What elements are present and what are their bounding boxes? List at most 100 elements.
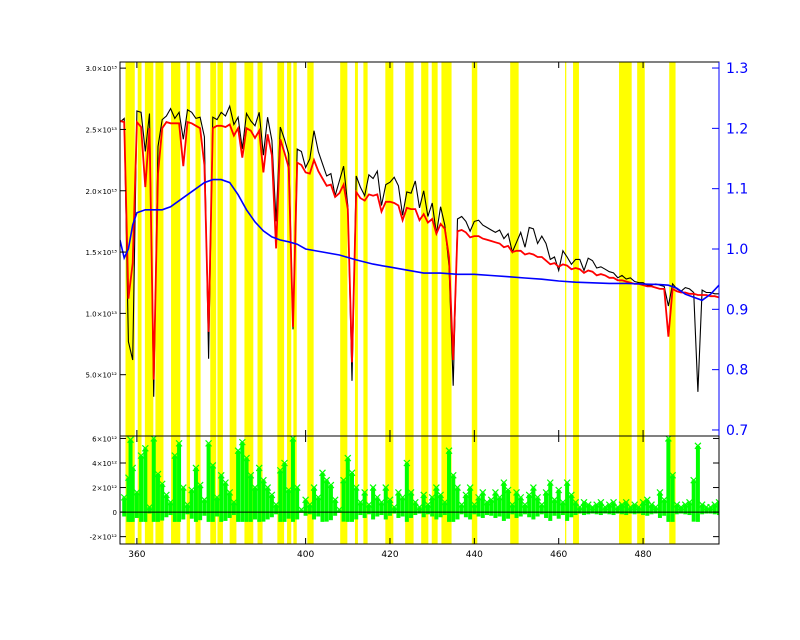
residual-marker-54 [344,454,352,462]
residual-marker-19 [196,481,204,489]
residual-marker-121 [626,503,634,511]
residual-marker-135 [686,498,693,506]
residual-marker-88 [487,496,495,504]
residual-marker-58 [361,489,369,496]
residual-marker-14 [175,439,183,447]
residual-marker-136 [690,476,698,484]
residual-marker-57 [357,498,364,506]
residual-marker-32 [251,484,259,491]
residual-marker-51 [331,496,339,504]
residual-marker-45 [306,501,314,509]
masked-band-6 [195,62,201,436]
residual-masked-band-2 [144,436,154,544]
residual-marker-134 [681,501,689,509]
wavelength-tick-label-0: 360 [128,550,145,560]
masked-band-16 [340,62,348,436]
residual-marker-84 [470,501,478,509]
residual-marker-102 [546,479,554,487]
residual-marker-6 [141,444,149,452]
masked-band-17 [354,62,358,436]
residual-masked-band-27 [573,436,579,544]
ratio-tick-label-4: 1.1 [726,182,748,198]
masked-band-5 [186,62,191,436]
residual-masked-band-21 [421,436,429,544]
residual-marker-76 [437,491,445,499]
residual-tick-label-1: 0 [113,509,117,517]
spectrum-panel: 5.0×10¹² 1.0×10¹³ 1.5×10¹³ 2.0×10¹³ 2.5×10¹³… [85,61,748,439]
residual-marker-91 [500,479,508,487]
residual-marker-26 [226,489,234,496]
residual-marker-71 [416,503,423,511]
residual-marker-73 [424,501,432,509]
residual-marker-140 [707,503,714,511]
residual-marker-63 [382,484,390,491]
residual-marker-67 [399,493,407,501]
residual-marker-36 [268,491,276,499]
residual-marker-62 [378,498,385,506]
masked-band-10 [244,62,254,436]
masked-band-27 [573,62,579,436]
residual-marker-38 [276,466,284,474]
wavelength-tick-label-2: 420 [381,550,398,560]
residual-marker-127 [652,503,660,511]
residual-marker-97 [525,491,533,499]
residual-marker-68 [403,459,411,467]
masked-band-8 [217,62,223,436]
residual-marker-50 [327,481,335,489]
residual-marker-80 [454,484,461,491]
residual-marker-22 [209,462,217,469]
flux-tick-label-2: 1.5×10¹³ [85,249,117,257]
residual-marker-93 [508,501,516,509]
residual-marker-87 [483,498,491,506]
residual-marker-75 [432,484,440,491]
ratio-axis: 0.7 0.8 0.9 1.0 1.1 1.2 1.3 [712,61,748,439]
residual-marker-69 [407,489,415,496]
residual-marker-11 [162,491,170,499]
ratio-tick-label-6: 1.3 [726,61,748,77]
residual-marker-79 [449,471,457,479]
residual-marker-55 [348,469,356,477]
residual-marker-9 [154,470,162,478]
residual-marker-138 [698,501,706,509]
residual-marker-119 [618,501,626,509]
residual-masked-band-29 [637,436,645,544]
residual-masked-band-28 [619,436,632,544]
masked-band-2 [144,62,154,436]
residual-marker-133 [677,503,685,511]
residual-marker-31 [247,471,255,479]
residual-marker-74 [428,493,436,501]
ratio-tick-label-2: 0.9 [726,302,748,318]
residual-marker-21 [205,439,213,447]
residual-marker-129 [660,496,668,504]
residual-marker-77 [441,498,449,506]
masked-band-26 [565,62,567,436]
residual-marker-131 [669,471,677,479]
flux-tick-label-3: 2.0×10¹³ [85,188,117,196]
residual-marker-101 [542,489,550,496]
residuals-panel: 360 400 420 440 460 480 -2×10¹² 0 2×10¹² 4×10¹² 6… [90,435,720,560]
residual-marker-83 [466,484,474,491]
residual-marker-12 [167,498,175,506]
residual-masked-band-9 [229,436,237,544]
residual-marker-82 [462,491,470,499]
residual-marker-104 [555,486,563,494]
residual-marker-65 [390,503,398,511]
masked-band-15 [307,62,314,436]
residual-marker-118 [614,503,622,511]
residual-marker-112 [589,503,596,511]
residual-marker-10 [158,480,166,488]
residual-marker-23 [213,493,221,501]
residual-marker-5 [137,452,145,460]
residual-marker-24 [217,471,225,479]
residual-marker-13 [171,452,179,460]
masked-band-7 [210,62,217,436]
residual-tick-label-0: -2×10¹² [90,534,118,542]
residual-marker-35 [264,484,272,491]
residual-marker-124 [639,498,647,506]
residual-marker-33 [255,464,263,472]
residual-marker-29 [238,438,246,446]
masked-band-9 [229,62,237,436]
masked-band-30 [669,62,676,436]
residual-masked-band-19 [385,436,394,544]
